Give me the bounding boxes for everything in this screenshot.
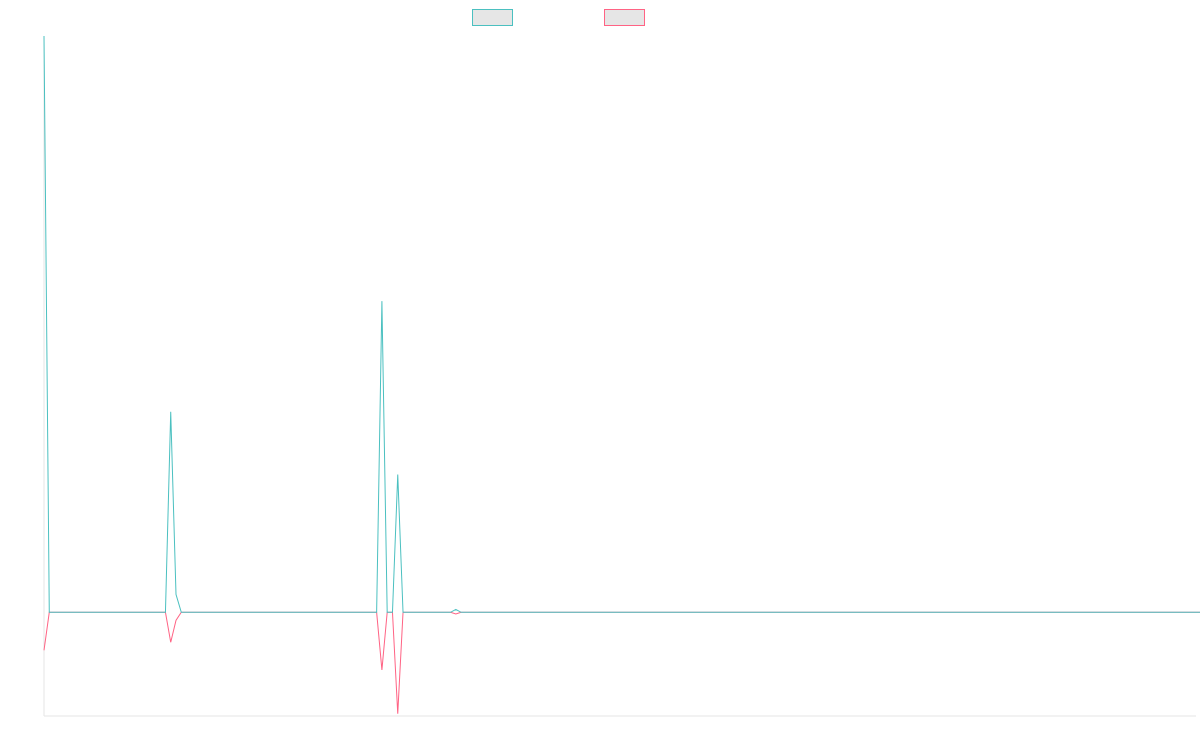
legend-swatch [604,9,645,26]
series-line [43,35,1200,613]
series-line [43,611,1200,714]
legend-swatch [472,9,513,26]
